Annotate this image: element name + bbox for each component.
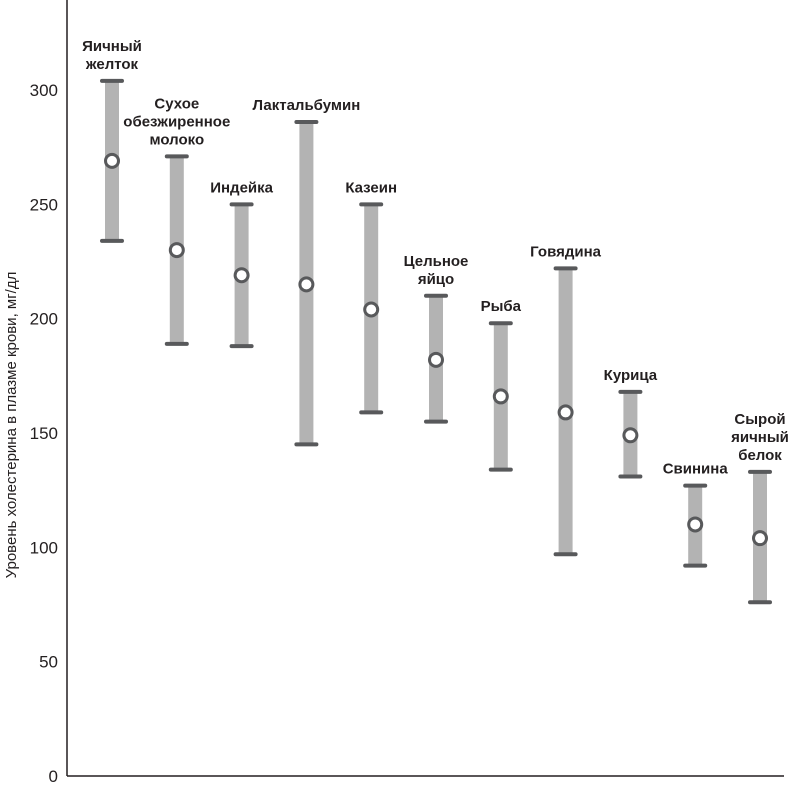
- category-label: Цельное яйцо: [404, 253, 469, 288]
- mean-marker: [233, 267, 250, 284]
- category-label-line: Казеин: [345, 179, 397, 196]
- range-bar-group: [100, 78, 124, 243]
- category-label-line: Курица: [604, 367, 658, 384]
- category-label-line: белок: [738, 447, 782, 464]
- category-label-line: Говядина: [530, 243, 601, 260]
- mean-marker: [298, 276, 315, 293]
- range-bar-group: [294, 120, 319, 447]
- mean-marker: [104, 152, 120, 169]
- category-label-line: Лактальбумин: [253, 97, 361, 114]
- mean-marker: [363, 301, 380, 318]
- mean-marker: [687, 516, 704, 533]
- y-axis: 0 50 100 150 200 250 300: [30, 0, 68, 785]
- range-bar-group: [488, 321, 513, 472]
- y-axis-label: Уровень холестерина в плазме крови, мг/д…: [3, 272, 20, 579]
- category-label-line: желток: [85, 56, 139, 73]
- category-label-line: Сырой: [734, 411, 785, 428]
- category-label-line: Свинина: [663, 461, 729, 478]
- category-label: Индейка: [210, 179, 273, 196]
- category-label-line: Рыба: [481, 298, 522, 315]
- category-label-line: Яичный: [82, 38, 142, 55]
- category-label: Курица: [604, 367, 658, 384]
- category-label-line: Цельное: [404, 253, 469, 270]
- category-label: Сухое обезжиренное молоко: [123, 95, 230, 148]
- mean-marker: [168, 242, 185, 259]
- category-label: Рыба: [481, 298, 522, 315]
- range-bar-group: [553, 266, 578, 557]
- category-label-line: яичный: [731, 429, 789, 446]
- category-label-line: молоко: [149, 131, 204, 148]
- y-tick-label: 100: [30, 538, 58, 557]
- y-tick-label: 50: [39, 653, 58, 672]
- range-bar-group: [424, 293, 448, 424]
- mean-marker: [492, 388, 509, 405]
- category-label: Казеин: [345, 179, 397, 196]
- range-bar-group: [618, 389, 643, 479]
- range-bars: [100, 78, 772, 605]
- category-label: Сырой яичный белок: [731, 411, 789, 464]
- y-tick-label: 150: [30, 424, 58, 443]
- category-label: Говядина: [530, 243, 601, 260]
- range-bar-group: [229, 202, 254, 349]
- category-labels: Яичный желток Сухое обезжиренное молоко Индей…: [82, 38, 789, 478]
- category-label-line: Сухое: [154, 95, 199, 112]
- range-bar-group: [683, 483, 708, 568]
- category-label-line: яйцо: [418, 271, 454, 288]
- mean-marker: [428, 351, 444, 368]
- y-tick-label: 0: [49, 767, 58, 785]
- category-label-line: обезжиренное: [123, 113, 230, 130]
- y-tick-label: 200: [30, 310, 58, 329]
- category-label: Свинина: [663, 461, 729, 478]
- category-label: Лактальбумин: [253, 97, 361, 114]
- y-tick-label: 300: [30, 81, 58, 100]
- category-label: Яичный желток: [82, 38, 142, 73]
- mean-marker: [752, 530, 768, 547]
- category-label-line: Индейка: [210, 179, 273, 196]
- y-tick-label: 250: [30, 195, 58, 214]
- range-bar-group: [359, 202, 384, 415]
- mean-marker: [622, 427, 639, 444]
- range-bar-group: [164, 154, 189, 346]
- mean-marker: [557, 404, 574, 421]
- range-bar-group: [748, 469, 772, 605]
